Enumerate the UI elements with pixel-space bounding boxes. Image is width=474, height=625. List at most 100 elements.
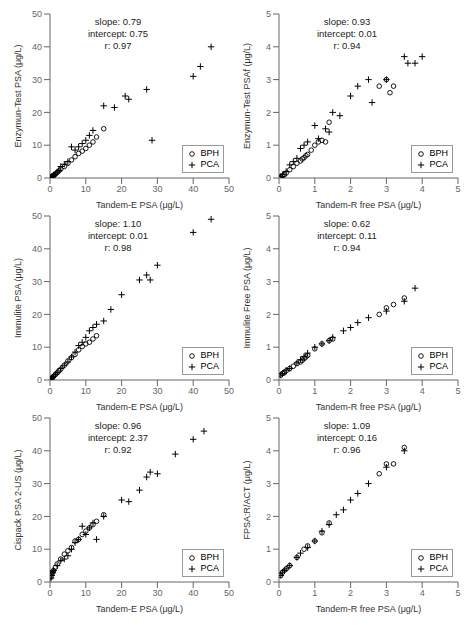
svg-text:4: 4 — [266, 244, 271, 254]
svg-text:1: 1 — [312, 184, 317, 194]
svg-text:10: 10 — [81, 588, 91, 598]
svg-text:0: 0 — [266, 375, 271, 385]
html-text:r: 0.94: r: 0.94 — [333, 242, 361, 253]
svg-text:50: 50 — [224, 386, 234, 396]
svg-text:Immulite PSA (μg/L): Immulite PSA (μg/L) — [13, 258, 23, 338]
svg-text:1: 1 — [266, 342, 271, 352]
html-text:slope: 0.96: slope: 0.96 — [94, 420, 142, 431]
svg-text:30: 30 — [32, 75, 42, 85]
svg-text:10: 10 — [32, 342, 42, 352]
svg-text:30: 30 — [152, 588, 162, 598]
svg-text:50: 50 — [32, 9, 42, 19]
svg-text:40: 40 — [32, 446, 42, 456]
svg-text:5: 5 — [266, 211, 271, 221]
svg-text:Tandem-E PSA (μg/L): Tandem-E PSA (μg/L) — [96, 604, 183, 614]
svg-text:30: 30 — [32, 479, 42, 489]
svg-text:3: 3 — [266, 479, 271, 489]
svg-text:Tandem-R free PSA (μg/L): Tandem-R free PSA (μg/L) — [316, 200, 422, 210]
svg-text:Tandem-R free PSA (μg/L): Tandem-R free PSA (μg/L) — [316, 402, 422, 412]
svg-text:2: 2 — [348, 184, 353, 194]
html-text:intercept: 0.75: intercept: 0.75 — [87, 28, 149, 39]
svg-text:20: 20 — [32, 108, 42, 118]
svg-text:0: 0 — [276, 386, 281, 396]
svg-text:5: 5 — [455, 184, 460, 194]
svg-text:0: 0 — [276, 184, 281, 194]
svg-text:Cispack PSA 2-US (μg/L): Cispack PSA 2-US (μg/L) — [13, 449, 23, 550]
html-text:slope: 1.10: slope: 1.10 — [94, 218, 142, 229]
svg-text:10: 10 — [32, 544, 42, 554]
svg-text:40: 40 — [188, 184, 198, 194]
svg-text:1: 1 — [312, 386, 317, 396]
svg-text:5: 5 — [266, 9, 271, 19]
html-text:intercept: 2.37: intercept: 2.37 — [87, 432, 149, 443]
svg-text:0: 0 — [266, 173, 271, 183]
svg-text:0: 0 — [266, 577, 271, 587]
svg-text:50: 50 — [32, 211, 42, 221]
html-text:slope: 0.62: slope: 0.62 — [323, 218, 371, 229]
svg-text:4: 4 — [420, 588, 425, 598]
svg-text:30: 30 — [152, 386, 162, 396]
svg-text:5: 5 — [455, 588, 460, 598]
svg-text:4: 4 — [420, 386, 425, 396]
svg-text:3: 3 — [384, 588, 389, 598]
svg-text:3: 3 — [266, 75, 271, 85]
svg-text:Immulite Free PSA (μg/L): Immulite Free PSA (μg/L) — [242, 247, 252, 348]
svg-text:2: 2 — [266, 108, 271, 118]
svg-text:40: 40 — [188, 588, 198, 598]
svg-text:0: 0 — [47, 588, 52, 598]
svg-text:0: 0 — [37, 173, 42, 183]
svg-text:50: 50 — [32, 413, 42, 423]
svg-text:0: 0 — [37, 577, 42, 587]
svg-text:20: 20 — [32, 512, 42, 522]
svg-text:50: 50 — [224, 588, 234, 598]
svg-text:2: 2 — [266, 512, 271, 522]
svg-text:4: 4 — [420, 184, 425, 194]
svg-text:5: 5 — [266, 413, 271, 423]
svg-text:0: 0 — [47, 386, 52, 396]
svg-text:2: 2 — [348, 386, 353, 396]
svg-text:0: 0 — [37, 375, 42, 385]
svg-text:3: 3 — [384, 386, 389, 396]
svg-text:3: 3 — [384, 184, 389, 194]
svg-text:1: 1 — [266, 140, 271, 150]
svg-text:10: 10 — [32, 140, 42, 150]
html-text:slope: 1.09: slope: 1.09 — [323, 420, 371, 431]
svg-text:20: 20 — [117, 588, 127, 598]
svg-text:0: 0 — [47, 184, 52, 194]
html-text:slope: 0.79: slope: 0.79 — [94, 16, 142, 27]
html-text:intercept: 0.01: intercept: 0.01 — [87, 230, 149, 241]
svg-text:1: 1 — [266, 544, 271, 554]
svg-text:20: 20 — [117, 184, 127, 194]
svg-text:3: 3 — [266, 277, 271, 287]
svg-text:FPSA:R/ACT (μg/L): FPSA:R/ACT (μg/L) — [242, 460, 252, 539]
svg-text:4: 4 — [266, 42, 271, 52]
svg-text:40: 40 — [32, 42, 42, 52]
svg-text:30: 30 — [32, 277, 42, 287]
svg-text:4: 4 — [266, 446, 271, 456]
svg-text:Tandem-E PSA (μg/L): Tandem-E PSA (μg/L) — [96, 402, 183, 412]
svg-text:2: 2 — [266, 310, 271, 320]
html-text:r: 0.92: r: 0.92 — [104, 444, 132, 455]
svg-text:2: 2 — [348, 588, 353, 598]
svg-text:20: 20 — [117, 386, 127, 396]
svg-text:0: 0 — [276, 588, 281, 598]
html-text:intercept: 0.11: intercept: 0.11 — [317, 230, 377, 241]
html-text:r: 0.97: r: 0.97 — [104, 40, 132, 51]
svg-text:10: 10 — [81, 386, 91, 396]
svg-text:Enzymun-Test PSAf (μg/L): Enzymun-Test PSAf (μg/L) — [242, 43, 252, 149]
html-text:r: 0.94: r: 0.94 — [333, 40, 361, 51]
svg-text:1: 1 — [312, 588, 317, 598]
html-text:slope: 0.93: slope: 0.93 — [323, 16, 371, 27]
svg-text:Enzymun-Test PSA (μg/L): Enzymun-Test PSA (μg/L) — [13, 44, 23, 147]
svg-text:10: 10 — [81, 184, 91, 194]
svg-text:20: 20 — [32, 310, 42, 320]
svg-text:50: 50 — [224, 184, 234, 194]
svg-text:Tandem-E PSA (μg/L): Tandem-E PSA (μg/L) — [96, 200, 183, 210]
svg-text:5: 5 — [455, 386, 460, 396]
svg-text:40: 40 — [188, 386, 198, 396]
html-text:intercept: 0.01: intercept: 0.01 — [316, 28, 378, 39]
svg-text:40: 40 — [32, 244, 42, 254]
svg-text:30: 30 — [152, 184, 162, 194]
svg-text:Tandem-R free PSA (μg/L): Tandem-R free PSA (μg/L) — [316, 604, 422, 614]
html-text:r: 0.98: r: 0.98 — [104, 242, 132, 253]
